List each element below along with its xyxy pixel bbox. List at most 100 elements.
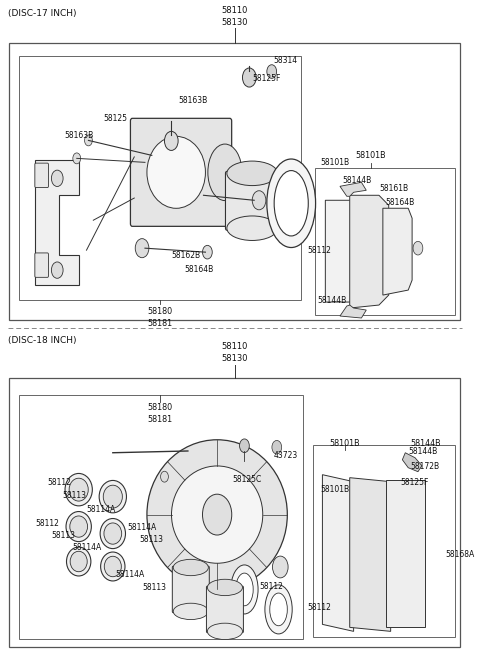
Text: 58125C: 58125C [233, 475, 262, 484]
Circle shape [413, 241, 423, 255]
Text: 58144B: 58144B [408, 447, 437, 457]
Circle shape [135, 238, 149, 257]
Circle shape [273, 556, 288, 578]
Polygon shape [325, 200, 355, 302]
Circle shape [203, 494, 232, 535]
Text: 58125F: 58125F [400, 478, 429, 487]
Polygon shape [323, 475, 354, 631]
FancyBboxPatch shape [35, 253, 48, 277]
Ellipse shape [147, 440, 288, 590]
Text: 58164B: 58164B [386, 198, 415, 207]
Text: 58114A: 58114A [73, 543, 102, 552]
Polygon shape [350, 477, 391, 631]
Circle shape [267, 65, 276, 79]
Text: 58113: 58113 [51, 531, 75, 540]
Circle shape [161, 471, 168, 482]
Text: 58164B: 58164B [184, 265, 213, 274]
Ellipse shape [104, 556, 121, 576]
Text: 58125: 58125 [103, 114, 127, 123]
Text: 58101B: 58101B [321, 485, 349, 494]
Circle shape [51, 170, 63, 187]
Text: 58114A: 58114A [116, 570, 145, 579]
FancyBboxPatch shape [131, 119, 232, 227]
Text: 58163B: 58163B [178, 96, 207, 105]
FancyBboxPatch shape [172, 566, 209, 612]
Text: 58130: 58130 [221, 354, 248, 363]
FancyBboxPatch shape [206, 586, 243, 633]
FancyBboxPatch shape [226, 172, 279, 230]
Text: 58112: 58112 [308, 603, 332, 612]
FancyBboxPatch shape [35, 163, 48, 187]
Bar [19, 56, 301, 300]
Text: 43723: 43723 [274, 451, 298, 460]
Ellipse shape [100, 519, 125, 549]
Text: 58101B: 58101B [356, 151, 386, 160]
Text: (DISC-18 INCH): (DISC-18 INCH) [8, 336, 76, 345]
Ellipse shape [171, 466, 263, 563]
Bar [10, 43, 460, 320]
Text: 58112: 58112 [36, 519, 60, 528]
Polygon shape [383, 208, 412, 295]
Text: 58114A: 58114A [86, 505, 116, 514]
Text: 58113: 58113 [62, 491, 86, 500]
Text: 58168A: 58168A [445, 550, 475, 559]
Circle shape [272, 440, 282, 454]
Text: 58113: 58113 [139, 535, 163, 544]
Bar [10, 378, 460, 647]
Text: 58314: 58314 [274, 56, 298, 65]
Text: 58144B: 58144B [342, 176, 371, 185]
Text: 58114A: 58114A [127, 523, 156, 532]
Ellipse shape [227, 216, 277, 240]
Text: 58144B: 58144B [318, 295, 347, 305]
Text: 58180: 58180 [147, 403, 172, 412]
Ellipse shape [70, 552, 87, 572]
Ellipse shape [173, 559, 208, 576]
Text: 58112: 58112 [259, 582, 283, 591]
Circle shape [252, 191, 266, 210]
Polygon shape [340, 182, 366, 196]
Ellipse shape [207, 579, 242, 595]
Text: 58161B: 58161B [379, 184, 408, 193]
Ellipse shape [208, 144, 242, 200]
Text: 58113: 58113 [142, 583, 166, 592]
Ellipse shape [147, 136, 205, 208]
Ellipse shape [231, 565, 258, 614]
Text: 58110: 58110 [221, 6, 248, 14]
Text: 58162B: 58162B [171, 251, 201, 259]
Ellipse shape [265, 585, 292, 634]
Bar [312, 445, 455, 637]
Text: 58172B: 58172B [410, 462, 439, 471]
Polygon shape [350, 195, 389, 308]
Ellipse shape [69, 478, 88, 501]
Bar [314, 168, 455, 315]
Ellipse shape [104, 523, 122, 544]
Ellipse shape [227, 161, 277, 185]
Circle shape [165, 132, 178, 151]
Text: 58101B: 58101B [321, 158, 349, 167]
Ellipse shape [274, 170, 308, 236]
Text: 58101B: 58101B [330, 439, 360, 448]
Text: (DISC-17 INCH): (DISC-17 INCH) [8, 9, 76, 18]
Polygon shape [402, 453, 422, 472]
Ellipse shape [101, 552, 125, 581]
Ellipse shape [267, 159, 315, 248]
Ellipse shape [236, 573, 253, 606]
Circle shape [240, 439, 249, 453]
Text: 58180: 58180 [147, 307, 172, 316]
Ellipse shape [207, 623, 242, 639]
Text: 58163B: 58163B [64, 131, 93, 140]
Ellipse shape [67, 547, 91, 576]
Bar [19, 395, 303, 639]
Text: 58181: 58181 [147, 319, 172, 328]
Text: 58110: 58110 [221, 342, 248, 351]
Text: 58130: 58130 [221, 18, 248, 27]
Polygon shape [340, 305, 366, 318]
Text: 58125F: 58125F [252, 74, 281, 83]
Text: 58112: 58112 [48, 478, 72, 487]
Ellipse shape [99, 480, 126, 513]
Polygon shape [35, 160, 79, 285]
Circle shape [73, 153, 81, 164]
Ellipse shape [70, 516, 87, 537]
Ellipse shape [173, 603, 208, 620]
Ellipse shape [66, 512, 91, 542]
